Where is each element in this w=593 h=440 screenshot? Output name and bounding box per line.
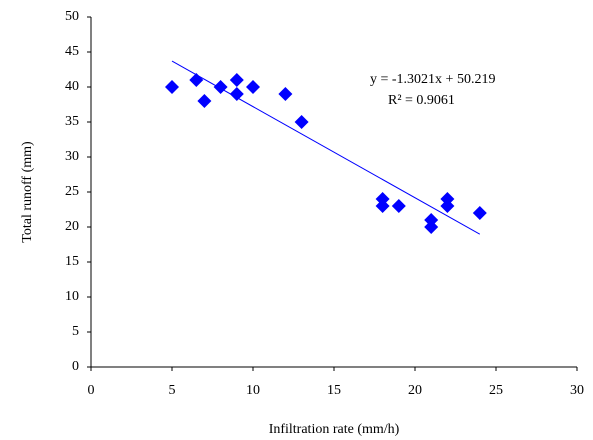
x-tick-label: 0 [88,383,95,398]
scatter-point [197,94,212,108]
y-tick-label: 10 [65,289,79,304]
scatter-point [229,73,244,87]
x-axis-label: Infiltration rate (mm/h) [269,422,400,437]
scatter-point [213,80,228,94]
scatter-point [278,87,293,101]
scatter-point [375,199,390,213]
scatter-point [440,199,455,213]
scatter-point [472,206,487,220]
scatter-point [391,199,406,213]
scatter-point [229,87,244,101]
trend-equation: y = -1.3021x + 50.219 [370,72,495,87]
x-tick-label: 20 [408,383,422,398]
trend-r2: R² = 0.9061 [388,93,455,108]
scatter-point [189,73,204,87]
y-tick-label: 0 [72,359,79,374]
x-tick-label: 10 [246,383,260,398]
scatter-point [424,220,439,234]
x-tick-label: 25 [489,383,503,398]
y-tick-label: 20 [65,219,79,234]
y-tick-label: 45 [65,44,79,59]
y-tick-label: 5 [72,324,79,339]
x-tick-label: 30 [570,383,584,398]
scatter-point [294,115,309,129]
y-tick-label: 25 [65,184,79,199]
y-tick-label: 35 [65,114,79,129]
y-axis-label: Total runoff (mm) [20,141,35,243]
y-tick-label: 40 [65,79,79,94]
x-tick-label: 5 [169,383,176,398]
scatter-point [246,80,260,94]
y-tick-label: 15 [65,254,79,269]
x-tick-label: 15 [327,383,341,398]
scatter-point [165,80,179,94]
y-tick-label: 30 [65,149,79,164]
y-tick-label: 50 [65,9,79,24]
